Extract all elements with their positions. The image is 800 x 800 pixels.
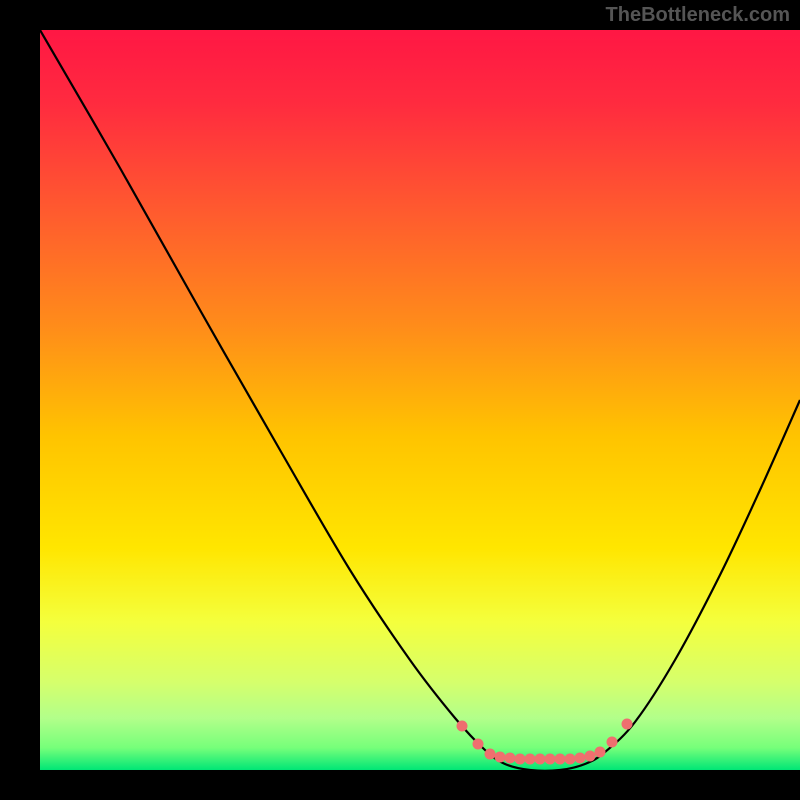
watermark-text: TheBottleneck.com (606, 4, 790, 27)
optimal-marker (457, 721, 468, 732)
optimal-marker (575, 753, 586, 764)
optimal-marker (565, 754, 576, 765)
optimal-marker (505, 753, 516, 764)
optimal-marker (585, 751, 596, 762)
optimal-marker (555, 754, 566, 765)
optimal-marker (525, 754, 536, 765)
optimal-marker (607, 737, 618, 748)
bottleneck-chart (0, 0, 800, 800)
optimal-marker (595, 747, 606, 758)
optimal-marker (622, 719, 633, 730)
optimal-marker (495, 752, 506, 763)
optimal-marker (485, 749, 496, 760)
optimal-marker (473, 739, 484, 750)
gradient-background (40, 30, 800, 770)
optimal-marker (545, 754, 556, 765)
chart-container: { "watermark": { "text": "TheBottleneck.… (0, 0, 800, 800)
optimal-marker (535, 754, 546, 765)
optimal-marker (515, 754, 526, 765)
